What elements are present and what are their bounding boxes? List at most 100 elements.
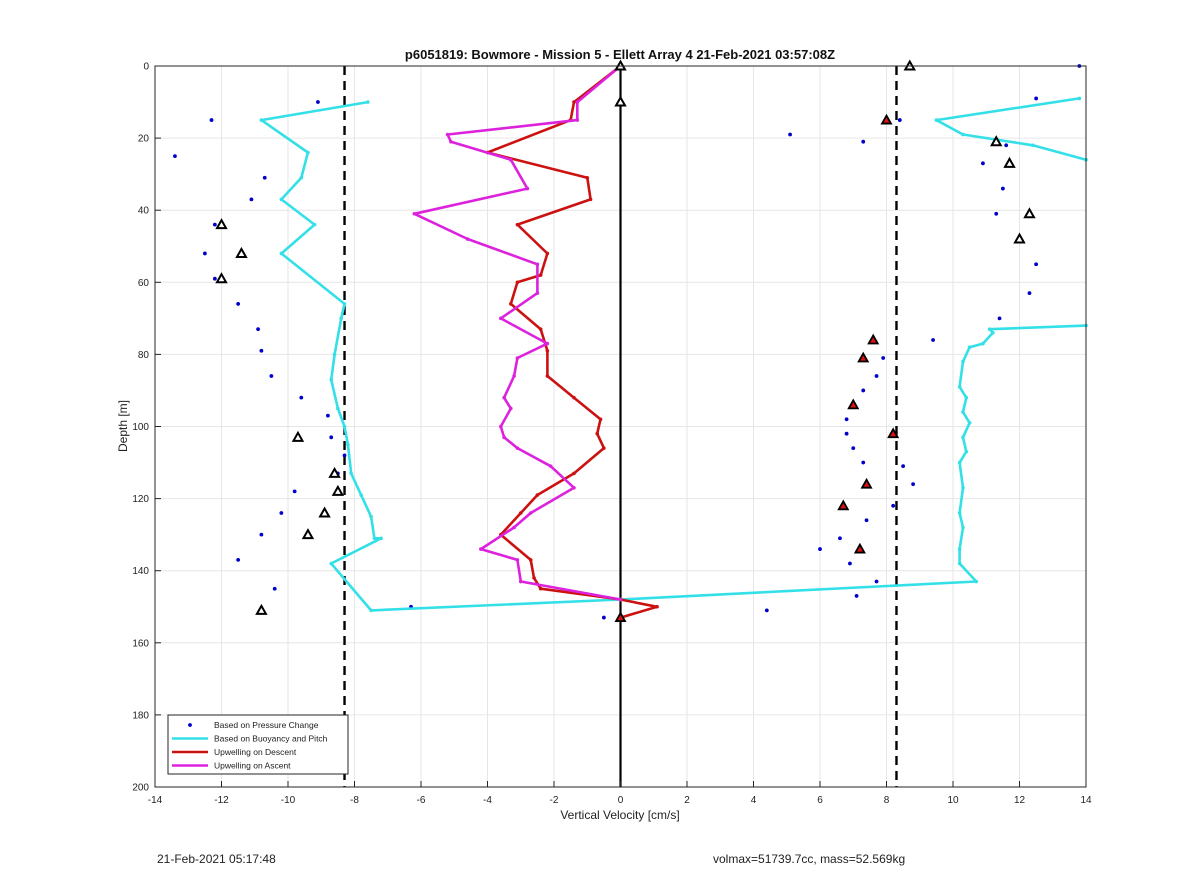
- ascent-point: [515, 558, 520, 562]
- x-tick-label: -12: [214, 795, 229, 806]
- pressure-change-point: [861, 460, 866, 465]
- legend-box: [167, 714, 349, 775]
- buoyancy-pitch-point: [1077, 96, 1082, 101]
- legend: Based on Pressure Change Based on Buoyanc…: [167, 714, 349, 775]
- descent-point: [535, 493, 540, 497]
- buoyancy-pitch-point: [967, 345, 972, 349]
- pressure-change-point: [851, 446, 856, 451]
- ascent-point: [535, 291, 540, 295]
- pressure-change-point: [272, 586, 277, 591]
- legend-label: Based on Buoyancy and Pitch: [214, 734, 328, 744]
- pressure-change-point: [316, 100, 320, 104]
- ascent-point: [528, 511, 533, 515]
- descent-point: [655, 604, 659, 609]
- buoyancy-pitch-point: [934, 118, 939, 122]
- buoyancy-pitch-point: [306, 150, 310, 155]
- x-tick-label: 6: [817, 795, 823, 806]
- pressure-change-point: [861, 139, 866, 144]
- pressure-change-point: [874, 374, 879, 378]
- pressure-change-point: [259, 532, 264, 537]
- y-tick-label: 20: [138, 134, 150, 145]
- pressure-change-point: [202, 251, 207, 256]
- y-tick-label: 200: [132, 783, 149, 794]
- pressure-change-point: [256, 327, 260, 332]
- ascent-point: [465, 237, 470, 241]
- descent-point: [545, 251, 550, 256]
- ascent-point: [548, 464, 553, 468]
- y-axis-ticks: 0 20 40 60 80 100 120 140 160 180 200: [132, 62, 161, 794]
- pressure-change-point: [818, 547, 822, 551]
- descent-point: [518, 511, 523, 515]
- x-tick-label: -10: [281, 795, 296, 806]
- buoyancy-pitch-point: [342, 302, 347, 306]
- descent-point: [532, 576, 536, 580]
- x-tick-label: 12: [1014, 795, 1026, 806]
- black-triangle-marker: [990, 135, 1003, 147]
- pressure-change-point: [173, 154, 177, 159]
- descent-point: [545, 348, 550, 353]
- ascent-point: [499, 316, 503, 321]
- y-tick-label: 0: [143, 62, 149, 73]
- pressure-change-point: [292, 489, 297, 494]
- pressure-change-point: [1034, 262, 1039, 267]
- descent-point: [515, 280, 520, 285]
- red-triangle-marker: [860, 477, 873, 489]
- ascent-point: [479, 547, 483, 551]
- black-triangle-marker: [235, 246, 248, 258]
- x-tick-label: 4: [751, 795, 757, 806]
- black-triangle-marker: [255, 603, 268, 615]
- red-triangle-marker: [847, 398, 860, 410]
- x-tick-label: -14: [148, 795, 163, 806]
- buoyancy-pitch-point: [359, 493, 363, 497]
- buoyancy-pitch-point: [991, 330, 995, 335]
- black-triangle-marker: [301, 528, 315, 540]
- pressure-change-point: [259, 348, 264, 353]
- descent-point: [572, 471, 576, 476]
- x-tick-label: 8: [884, 795, 890, 806]
- y-tick-label: 140: [132, 566, 149, 577]
- ascent-point: [575, 118, 580, 122]
- pressure-change-point: [861, 388, 866, 393]
- ascent-point: [545, 341, 550, 346]
- descent-point: [585, 175, 590, 180]
- pressure-change-point: [838, 536, 842, 541]
- descent-point: [545, 374, 550, 378]
- pressure-change-point: [236, 302, 241, 306]
- buoyancy-pitch-point: [957, 511, 962, 515]
- pressure-change-point: [262, 175, 267, 180]
- ascent-point: [512, 525, 516, 530]
- buoyancy-pitch-point: [967, 421, 972, 425]
- pressure-change-point: [212, 222, 217, 227]
- buoyancy-pitch-point: [346, 442, 350, 447]
- descent-point: [572, 395, 576, 400]
- y-tick-label: 120: [132, 494, 149, 505]
- legend-swatch: [188, 723, 192, 727]
- descent-point: [572, 100, 576, 104]
- x-tick-label: -8: [350, 795, 359, 806]
- pressure-change-point: [601, 615, 606, 620]
- buoyancy-pitch-point: [332, 352, 337, 357]
- x-tick-label: 2: [684, 795, 690, 806]
- buoyancy-pitch-point: [369, 514, 373, 519]
- ascent-point: [515, 356, 520, 360]
- red-triangle-marker: [880, 113, 893, 125]
- ascent-point: [445, 132, 450, 137]
- pressure-change-point: [881, 356, 886, 360]
- pressure-change-point: [1027, 291, 1032, 296]
- ascent-point: [412, 212, 417, 216]
- black-triangle-marker: [291, 430, 305, 442]
- pressure-change-point: [209, 118, 214, 122]
- series-layer: [173, 64, 1088, 620]
- red-triangle-marker: [867, 333, 880, 345]
- buoyancy-pitch-point: [987, 327, 992, 331]
- ascent-point: [618, 597, 623, 602]
- buoyancy-pitch-point: [299, 175, 304, 180]
- buoyancy-pitch-point: [369, 608, 373, 613]
- pressure-change-point: [249, 197, 254, 202]
- pressure-change-point: [848, 561, 852, 566]
- pressure-change-point: [326, 413, 330, 418]
- pressure-change-point: [788, 132, 792, 137]
- y-tick-label: 60: [138, 278, 150, 289]
- pressure-change-point: [342, 453, 347, 458]
